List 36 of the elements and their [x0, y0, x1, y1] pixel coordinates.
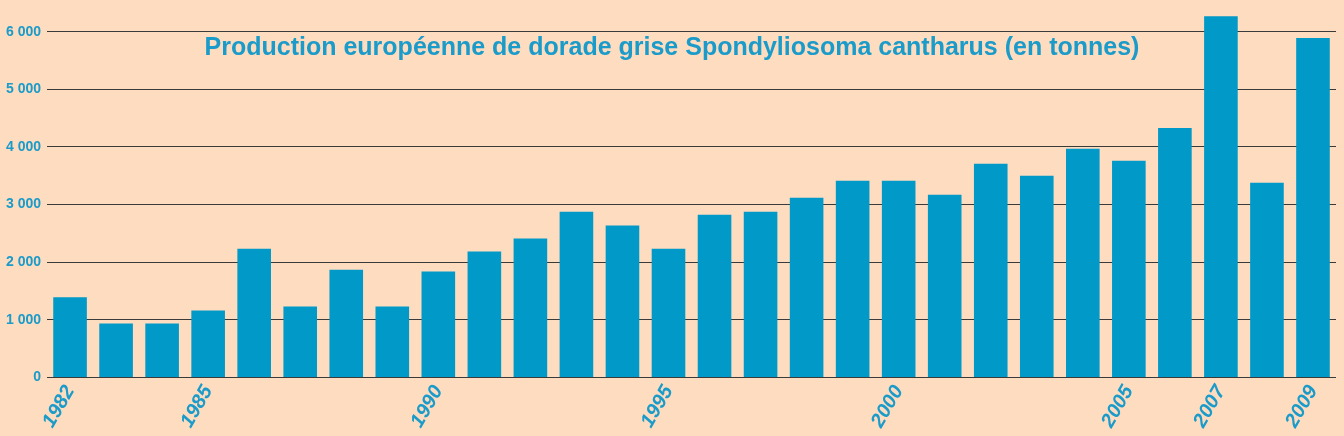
bar: [53, 297, 87, 377]
bar: [973, 163, 1008, 377]
y-tick-label: 2 000: [5, 253, 42, 270]
bar: [1296, 38, 1330, 377]
bar: [605, 225, 640, 377]
y-tick-label: 3 000: [5, 195, 42, 212]
bar: [835, 180, 870, 377]
bar: [1019, 175, 1054, 377]
text: Production européenne de dorade grise Spondyliosoma cantharus (en tonnes): [204, 32, 1140, 60]
y-tick-label: 5 000: [5, 80, 42, 97]
bar: [329, 269, 364, 377]
bar: [145, 323, 179, 377]
bar: [1112, 160, 1146, 377]
bar: [881, 180, 916, 377]
bar: [743, 211, 778, 377]
bar: [237, 248, 271, 377]
bar: [375, 306, 410, 377]
bar: [99, 323, 133, 377]
bar: [467, 251, 502, 377]
bar: [1158, 127, 1192, 377]
y-tick-label: 1 000: [5, 310, 42, 327]
y-tick-label: 6 000: [5, 22, 42, 39]
bar: [651, 248, 686, 377]
bar: [1204, 16, 1238, 377]
bar: [697, 214, 732, 377]
bar: [1066, 148, 1100, 377]
y-tick-label: 0: [33, 368, 42, 385]
bar: [789, 197, 824, 377]
bar: [191, 310, 225, 377]
bar: [283, 306, 318, 377]
y-tick-label: 4 000: [5, 137, 42, 154]
bar: [421, 271, 456, 377]
bar: [1250, 182, 1284, 377]
bar: [927, 194, 962, 377]
bar: [559, 211, 594, 377]
bar: [513, 238, 548, 377]
